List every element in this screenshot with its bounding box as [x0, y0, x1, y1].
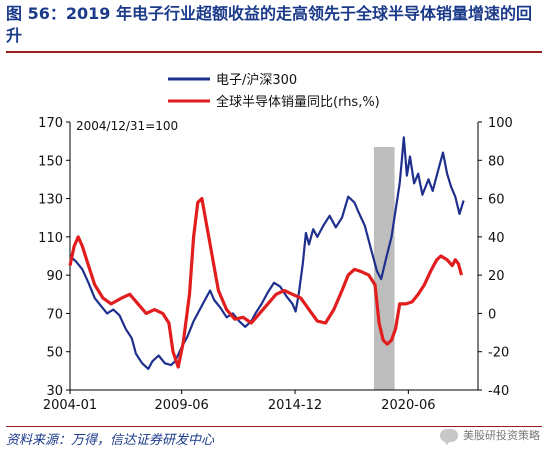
y-left-tick-label: 70: [46, 307, 63, 322]
x-tick-label: 2009-06: [155, 398, 209, 413]
title-rule: [6, 51, 542, 53]
y-right-tick-label: 60: [488, 193, 505, 208]
y-right-tick-label: 100: [488, 116, 513, 131]
figure-title: 图 56：2019 年电子行业超额收益的走高领先于全球半导体销量增速的回升: [6, 4, 532, 45]
series-line-electronics: [69, 136, 465, 370]
y-left-tick-label: 170: [38, 116, 63, 131]
y-left-tick-label: 90: [46, 269, 63, 284]
annotation-base: 2004/12/31=100: [76, 119, 178, 133]
y-right-tick-label: 80: [488, 154, 505, 169]
watermark: 美股研投资策略: [440, 427, 540, 445]
x-tick-label: 2004-01: [43, 398, 97, 413]
y-left-tick-label: 110: [38, 231, 63, 246]
y-left-tick-label: 130: [38, 193, 63, 208]
x-tick-label: 2014-12: [268, 398, 322, 413]
y-left-tick-label: 150: [38, 154, 63, 169]
legend-label-electronics: 电子/沪深300: [216, 72, 297, 88]
source-note: 资料来源：万得，信达证券研发中心: [6, 433, 215, 448]
y-right-tick-label: -20: [488, 346, 509, 361]
watermark-text: 美股研投资策略: [463, 429, 540, 442]
y-left-tick-label: 50: [46, 346, 63, 361]
x-tick-label: 2020-06: [381, 398, 435, 413]
legend: 电子/沪深300 全球半导体销量同比(rhs,%): [168, 72, 380, 110]
y-right-tick-label: -40: [488, 384, 509, 399]
y-right-tick-label: 40: [488, 231, 505, 246]
legend-label-semiconductor: 全球半导体销量同比(rhs,%): [216, 94, 380, 110]
series-line-semiconductor: [68, 197, 464, 369]
chat-bubble-icon: [440, 428, 458, 445]
y-right-tick-label: 20: [488, 269, 505, 284]
y-left-tick-label: 30: [46, 384, 63, 399]
y-right-tick-label: 0: [488, 307, 496, 322]
source-rule: [6, 426, 542, 427]
